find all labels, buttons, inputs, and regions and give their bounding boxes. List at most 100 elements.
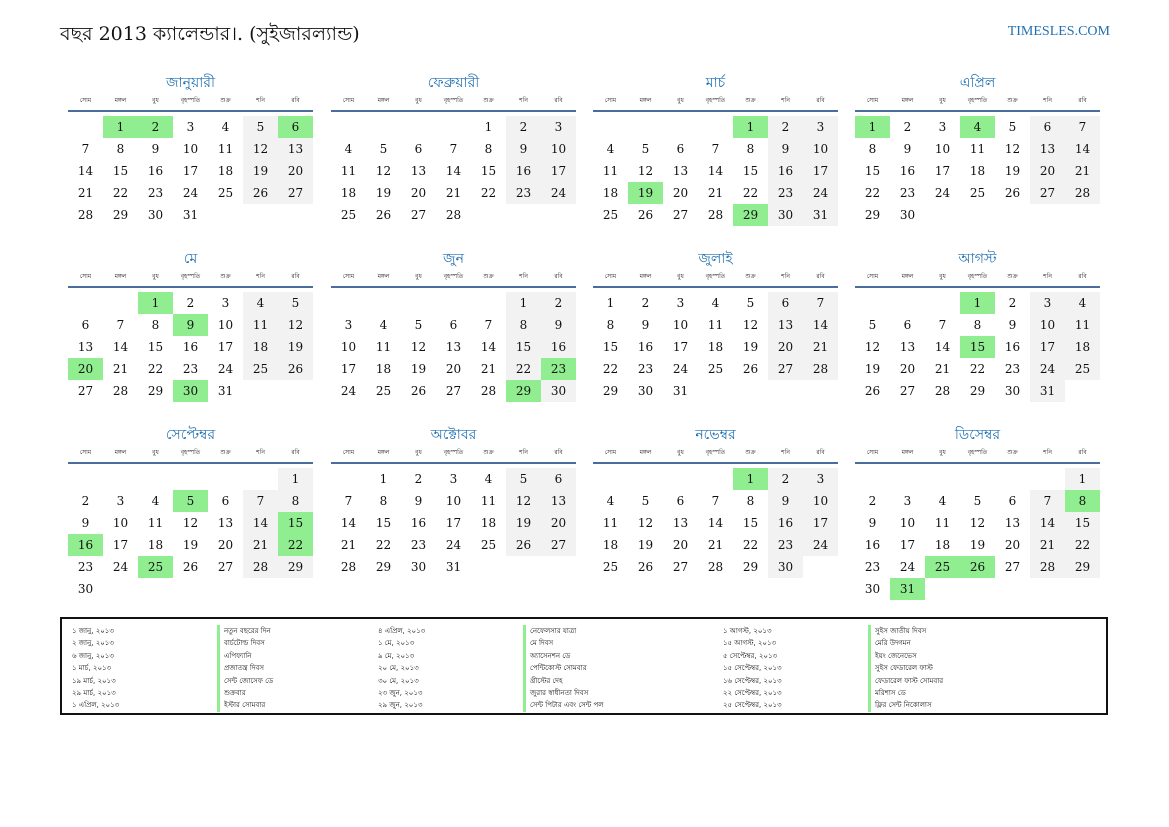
- month-block: এপ্রিল সোম মঙ্গল বুধ বৃহস্পতি শুক্র শনি রবি 1 2 3 4…: [855, 72, 1100, 226]
- holiday-day-cell: 25: [138, 556, 173, 578]
- weekday-label: মঙ্গল: [114, 97, 127, 104]
- weekday-label: বুধ: [677, 449, 684, 456]
- day-cell: 12: [506, 490, 541, 512]
- day-cell: 30: [899, 208, 916, 222]
- holiday-day-cell: 15: [960, 336, 995, 358]
- day-cell: 19: [637, 538, 654, 552]
- day-cell: 18: [480, 516, 497, 530]
- day-cell: 6: [541, 468, 576, 490]
- day-cell: 9: [868, 516, 877, 530]
- weekday-label: বুধ: [152, 449, 159, 456]
- day-cell: 12: [243, 138, 278, 160]
- day-cell: 7: [344, 494, 353, 508]
- day-cell: 29: [375, 560, 392, 574]
- day-cell: 1: [278, 468, 313, 490]
- weekday-header: সোম মঙ্গল বুধ বৃহস্পতি শুক্র শনি রবি: [68, 94, 313, 112]
- month-block: অক্টোবর সোম মঙ্গল বুধ বৃহস্পতি শুক্র শনি রবি 1 2 3…: [331, 424, 576, 578]
- day-cell: 9: [768, 138, 803, 160]
- day-grid: 1 2 3 4 5 6 7 8 9 10 11 12 13 14 15 16 17 18 19 20 21 22 23 24 2…: [331, 116, 576, 226]
- holiday-day-cell: 29: [733, 204, 768, 226]
- day-cell: 24: [541, 182, 576, 204]
- empty-cell: [366, 292, 401, 314]
- day-cell: 7: [711, 494, 720, 508]
- day-cell: 18: [934, 538, 951, 552]
- day-cell: 18: [1065, 336, 1100, 358]
- day-cell: 5: [746, 296, 755, 310]
- weekday-label: শনি: [781, 273, 790, 280]
- weekday-label: সোম: [342, 97, 355, 104]
- day-cell: 13: [768, 314, 803, 336]
- day-grid: 1 2 3 4 5 6 7 8 9 10 11 12 13 14 15 16 17 18 19 20 21 22 23 24 2…: [68, 292, 313, 402]
- day-cell: 28: [803, 358, 838, 380]
- day-cell: 20: [410, 186, 427, 200]
- day-cell: 12: [182, 516, 199, 530]
- month-block: সেপ্টেম্বর সোম মঙ্গল বুধ বৃহস্পতি শুক্র শনি রবি…: [68, 424, 313, 600]
- weekday-label: রবি: [554, 273, 563, 280]
- holiday-date: ২ জানু, ২০১৩: [72, 639, 114, 648]
- holiday-name: এপিফ্যানি: [217, 649, 251, 663]
- weekday-label: বুধ: [939, 97, 946, 104]
- weekday-label: শুক্র: [220, 97, 231, 104]
- day-cell: 2: [768, 468, 803, 490]
- empty-cell: [995, 468, 1030, 490]
- empty-cell: [628, 116, 663, 138]
- day-cell: 31: [672, 384, 689, 398]
- weekday-label: রবি: [1078, 449, 1087, 456]
- day-cell: 23: [899, 186, 916, 200]
- month-block: ফেব্রুয়ারী সোম মঙ্গল বুধ বৃহস্পতি শুক্র শনি রব…: [331, 72, 576, 226]
- day-cell: 5: [641, 494, 650, 508]
- empty-cell: [243, 468, 278, 490]
- day-cell: 5: [243, 116, 278, 138]
- holiday-row: ২৯ জুন, ২০১৩ সেন্ট পিটার এবং সেন্ট পল: [368, 699, 604, 712]
- month-block: মার্চ সোম মঙ্গল বুধ বৃহস্পতি শুক্র শনি রবি 1 2 3 4 5…: [593, 72, 838, 226]
- empty-cell: [698, 116, 733, 138]
- day-cell: 2: [541, 292, 576, 314]
- empty-cell: [173, 468, 208, 490]
- day-cell: 5: [506, 468, 541, 490]
- site-link[interactable]: TIMESLES.COM: [1007, 24, 1110, 39]
- weekday-label: সোম: [342, 273, 355, 280]
- empty-cell: [103, 292, 138, 314]
- day-cell: 18: [340, 186, 357, 200]
- weekday-label: রবি: [291, 273, 300, 280]
- day-cell: 22: [112, 186, 129, 200]
- day-cell: 30: [541, 380, 576, 402]
- day-cell: 27: [672, 208, 689, 222]
- empty-cell: [366, 116, 401, 138]
- month-name: এপ্রিল: [959, 75, 996, 91]
- weekday-label: বুধ: [415, 97, 422, 104]
- holiday-date: ১ জানু, ২০১৩: [72, 627, 114, 635]
- month-name: ডিসেম্বর: [954, 427, 1001, 443]
- holiday-day-cell: 5: [173, 490, 208, 512]
- day-cell: 29: [112, 208, 129, 222]
- day-cell: 24: [182, 186, 199, 200]
- empty-cell: [663, 116, 698, 138]
- day-cell: 4: [221, 120, 230, 134]
- weekday-label: শনি: [256, 97, 265, 104]
- day-cell: 12: [637, 164, 654, 178]
- day-cell: 27: [278, 182, 313, 204]
- day-cell: 13: [1030, 138, 1065, 160]
- day-cell: 26: [278, 358, 313, 380]
- day-cell: 5: [641, 142, 650, 156]
- holiday-day-cell: 9: [173, 314, 208, 336]
- empty-cell: [331, 292, 366, 314]
- day-cell: 17: [182, 164, 199, 178]
- day-cell: 20: [899, 362, 916, 376]
- empty-cell: [436, 116, 471, 138]
- day-cell: 4: [1065, 292, 1100, 314]
- day-cell: 23: [637, 362, 654, 376]
- holiday-row: ২০ মে, ২০১৩ পেন্টিকোস্ট সোমবার: [368, 662, 587, 675]
- day-cell: 8: [484, 142, 493, 156]
- day-cell: 27: [77, 384, 94, 398]
- day-cell: 2: [186, 296, 195, 310]
- day-cell: 3: [803, 116, 838, 138]
- day-cell: 4: [606, 494, 615, 508]
- day-cell: 26: [243, 182, 278, 204]
- day-cell: 4: [711, 296, 720, 310]
- weekday-label: সোম: [866, 273, 879, 280]
- empty-cell: [331, 468, 366, 490]
- day-cell: 3: [676, 296, 685, 310]
- day-cell: 4: [379, 318, 388, 332]
- day-cell: 4: [606, 142, 615, 156]
